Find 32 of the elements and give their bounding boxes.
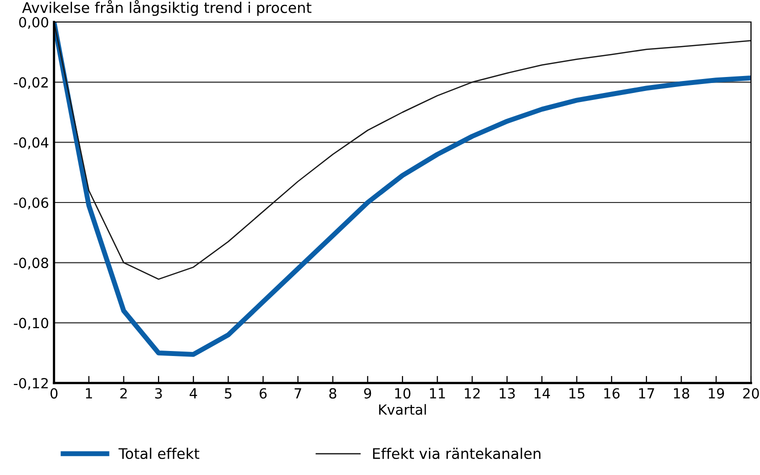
- x-tick-label: 10: [395, 388, 410, 399]
- x-tick-label: 13: [500, 388, 515, 399]
- x-tick-label: 12: [464, 388, 480, 398]
- x-tick-label: 18: [674, 388, 690, 399]
- chart-title: Avvikelse från långsiktig trend i procent: [22, 0, 312, 16]
- x-tick-label: 6: [260, 388, 267, 399]
- x-tick-label: 14: [534, 388, 550, 398]
- x-tick-label: 1: [86, 388, 92, 398]
- x-tick-label: 8: [329, 388, 336, 399]
- x-tick-label: 15: [569, 388, 584, 399]
- x-tick-label: 16: [604, 388, 620, 399]
- legend-label: Effekt via räntekanalen: [373, 448, 540, 460]
- y-tick-label: -0,08: [14, 258, 48, 270]
- y-tick-label: -0,12: [14, 378, 48, 390]
- x-tick-label: 19: [708, 388, 724, 399]
- x-tick-label: 5: [224, 388, 232, 399]
- x-tick-label: 2: [120, 388, 127, 398]
- y-tick-label: -0,04: [14, 137, 48, 150]
- x-tick-label: 7: [294, 388, 302, 398]
- legend-label: Total effekt: [118, 448, 200, 460]
- y-tick-label: -0,06: [14, 197, 48, 210]
- y-tick-label: 0,00: [19, 16, 48, 29]
- y-tick-label: -0,10: [14, 318, 48, 330]
- x-tick-label: 4: [190, 388, 198, 398]
- x-tick-label: 20: [743, 388, 759, 399]
- x-axis-title: Kvartal: [379, 404, 426, 415]
- x-tick-label: 17: [639, 388, 654, 398]
- x-tick-label: 3: [155, 388, 162, 399]
- x-tick-label: 11: [430, 388, 445, 398]
- y-tick-label: -0,02: [14, 77, 48, 90]
- x-tick-label: 9: [364, 388, 372, 399]
- x-tick-label: 0: [50, 388, 58, 399]
